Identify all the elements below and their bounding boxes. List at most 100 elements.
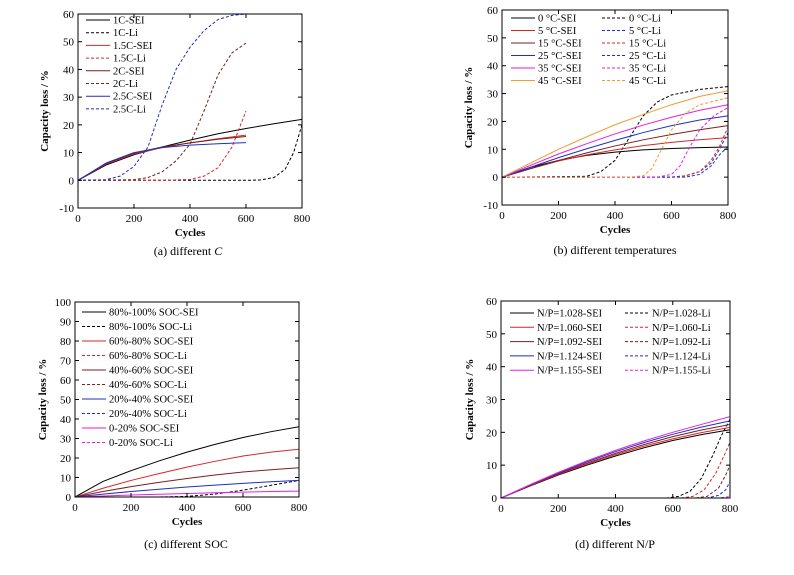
- legend-item: N/P=1.028-Li: [625, 309, 711, 320]
- series-line-12: [502, 97, 728, 178]
- series-line-8: [78, 14, 247, 181]
- panel-caption: (c) different SOC: [144, 537, 228, 551]
- y-tick-label: 40: [486, 362, 498, 374]
- y-tick-label: -10: [483, 200, 498, 212]
- series-line-7: [75, 479, 299, 497]
- legend-item: 80%-100% SOC-SEI: [82, 308, 199, 319]
- series-line-1: [78, 118, 302, 181]
- legend-label: N/P=1.155-Li: [652, 366, 711, 377]
- legend-label: 1.5C-SEI: [113, 41, 153, 52]
- y-tick-label: 20: [60, 453, 72, 465]
- y-tick-label: 30: [60, 434, 72, 446]
- legend-item: 5 °C-Li: [602, 26, 661, 37]
- series-line-5: [78, 136, 247, 181]
- legend-label: N/P=1.060-Li: [652, 323, 711, 334]
- legend-label: N/P=1.028-SEI: [537, 309, 603, 320]
- legend-label: 35 °C-SEI: [538, 64, 582, 75]
- legend-label: 1C-Li: [113, 28, 138, 39]
- y-axis-label: Capacity loss / %: [464, 359, 476, 441]
- x-axis-label: Cycles: [172, 516, 203, 528]
- chart-panel-4: 0 200 400 600 800 0 10 20 30 40 50 60 Cycles Capacity…: [464, 296, 739, 551]
- legend-item: 0-20% SOC-SEI: [82, 424, 180, 435]
- legend-label: 45 °C-Li: [629, 76, 666, 87]
- series-line-8: [501, 481, 730, 498]
- legend-item: 20%-40% SOC-Li: [82, 409, 187, 420]
- series-line-3: [502, 137, 728, 178]
- y-tick-label: 50: [60, 395, 72, 407]
- legend-label: 2C-SEI: [113, 66, 145, 77]
- legend-item: N/P=1.060-SEI: [510, 323, 603, 334]
- legend-label: N/P=1.124-SEI: [537, 351, 603, 362]
- y-tick-label: 60: [486, 296, 498, 308]
- x-axis-label: Cycles: [600, 517, 631, 529]
- y-tick-label: 40: [487, 61, 499, 73]
- legend-label: 2.5C-Li: [113, 104, 146, 115]
- panel-caption: (b) different temperatures: [553, 243, 676, 257]
- y-tick-label: 70: [60, 356, 72, 368]
- legend-item: 0-20% SOC-Li: [82, 438, 173, 449]
- legend-item: N/P=1.060-Li: [625, 323, 711, 334]
- legend-item: N/P=1.155-SEI: [510, 366, 603, 377]
- legend-label: 25 °C-SEI: [538, 51, 582, 62]
- legend-label: N/P=1.028-Li: [652, 309, 711, 320]
- legend-label: 20%-40% SOC-Li: [109, 409, 187, 420]
- legend-label: 15 °C-SEI: [538, 39, 582, 50]
- series-line-9: [501, 416, 730, 498]
- legend-item: 80%-100% SOC-Li: [82, 322, 192, 333]
- y-tick-label: 10: [486, 460, 498, 472]
- series-line-6: [78, 42, 247, 181]
- legend-item: 60%-80% SOC-SEI: [82, 337, 194, 348]
- series-line-4: [78, 110, 247, 181]
- x-tick-label: 200: [123, 502, 140, 514]
- y-tick-label: 10: [487, 144, 499, 156]
- x-tick-label: 0: [498, 503, 504, 515]
- legend-label: 45 °C-SEI: [538, 76, 582, 87]
- series-line-7: [78, 142, 247, 181]
- x-tick-label: 0: [72, 502, 78, 514]
- legend-label: 5 °C-Li: [629, 26, 661, 37]
- x-tick-label: 0: [75, 213, 81, 225]
- legend-item: 20%-40% SOC-SEI: [82, 395, 194, 406]
- series-line-7: [501, 420, 730, 498]
- series-line-11: [502, 90, 728, 178]
- legend-label: 5 °C-SEI: [538, 26, 577, 37]
- legend-item: N/P=1.092-SEI: [510, 337, 603, 348]
- legend-label: 2C-Li: [113, 79, 138, 90]
- x-axis-label: Cycles: [175, 227, 206, 239]
- x-tick-label: 200: [550, 503, 567, 515]
- legend-label: 1.5C-Li: [113, 54, 146, 65]
- y-tick-label: 0: [493, 172, 499, 184]
- legend-item: 0 °C-Li: [602, 14, 661, 25]
- panel-caption-italic: C: [214, 244, 223, 258]
- x-axis-label: Cycles: [600, 224, 631, 236]
- legend-label: 0 °C-Li: [629, 14, 661, 25]
- legend-label: 40%-60% SOC-Li: [109, 380, 187, 391]
- legend-item: 45 °C-Li: [602, 76, 666, 87]
- legend-label: 80%-100% SOC-Li: [109, 322, 192, 333]
- series-line-3: [501, 426, 730, 498]
- series-line-9: [502, 104, 728, 178]
- legend-item: 5 °C-SEI: [511, 26, 577, 37]
- series-line-3: [78, 134, 247, 181]
- series-line-6: [501, 464, 730, 498]
- series-line-8: [502, 146, 728, 178]
- x-tick-label: 400: [179, 502, 196, 514]
- legend-item: 2.5C-Li: [86, 104, 146, 115]
- y-axis-label: Capacity loss / %: [37, 359, 49, 441]
- legend-item: 40%-60% SOC-SEI: [82, 366, 194, 377]
- y-tick-label: 0: [492, 493, 498, 505]
- legend-item: 35 °C-Li: [602, 64, 666, 75]
- chart-panel-3: 0 200 400 600 800 0 10 20 30 40 50 60 70 80 90 100 Cycle…: [37, 297, 308, 551]
- x-tick-label: 600: [665, 503, 682, 515]
- x-tick-label: 400: [607, 503, 624, 515]
- series-line-3: [75, 448, 299, 497]
- x-tick-label: 800: [720, 210, 737, 222]
- legend-item: 45 °C-SEI: [511, 76, 582, 87]
- y-axis-label: Capacity loss / %: [39, 70, 51, 152]
- legend-label: 0 °C-SEI: [538, 14, 577, 25]
- legend-item: 2C-SEI: [86, 66, 145, 77]
- series-line-1: [501, 429, 730, 498]
- legend-label: N/P=1.092-SEI: [537, 337, 603, 348]
- legend-item: 35 °C-SEI: [511, 64, 582, 75]
- y-tick-label: -10: [59, 203, 74, 215]
